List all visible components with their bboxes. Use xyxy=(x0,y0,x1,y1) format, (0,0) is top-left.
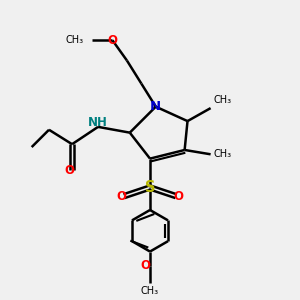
Text: O: O xyxy=(107,34,118,47)
Text: S: S xyxy=(145,180,155,195)
Text: NH: NH xyxy=(88,116,108,129)
Text: CH₃: CH₃ xyxy=(214,95,232,105)
Text: CH₃: CH₃ xyxy=(214,149,232,159)
Text: CH₃: CH₃ xyxy=(65,35,84,45)
Text: N: N xyxy=(150,100,161,113)
Text: O: O xyxy=(116,190,126,202)
Text: O: O xyxy=(64,164,74,177)
Text: CH₃: CH₃ xyxy=(141,286,159,296)
Text: O: O xyxy=(141,260,151,272)
Text: O: O xyxy=(174,190,184,202)
